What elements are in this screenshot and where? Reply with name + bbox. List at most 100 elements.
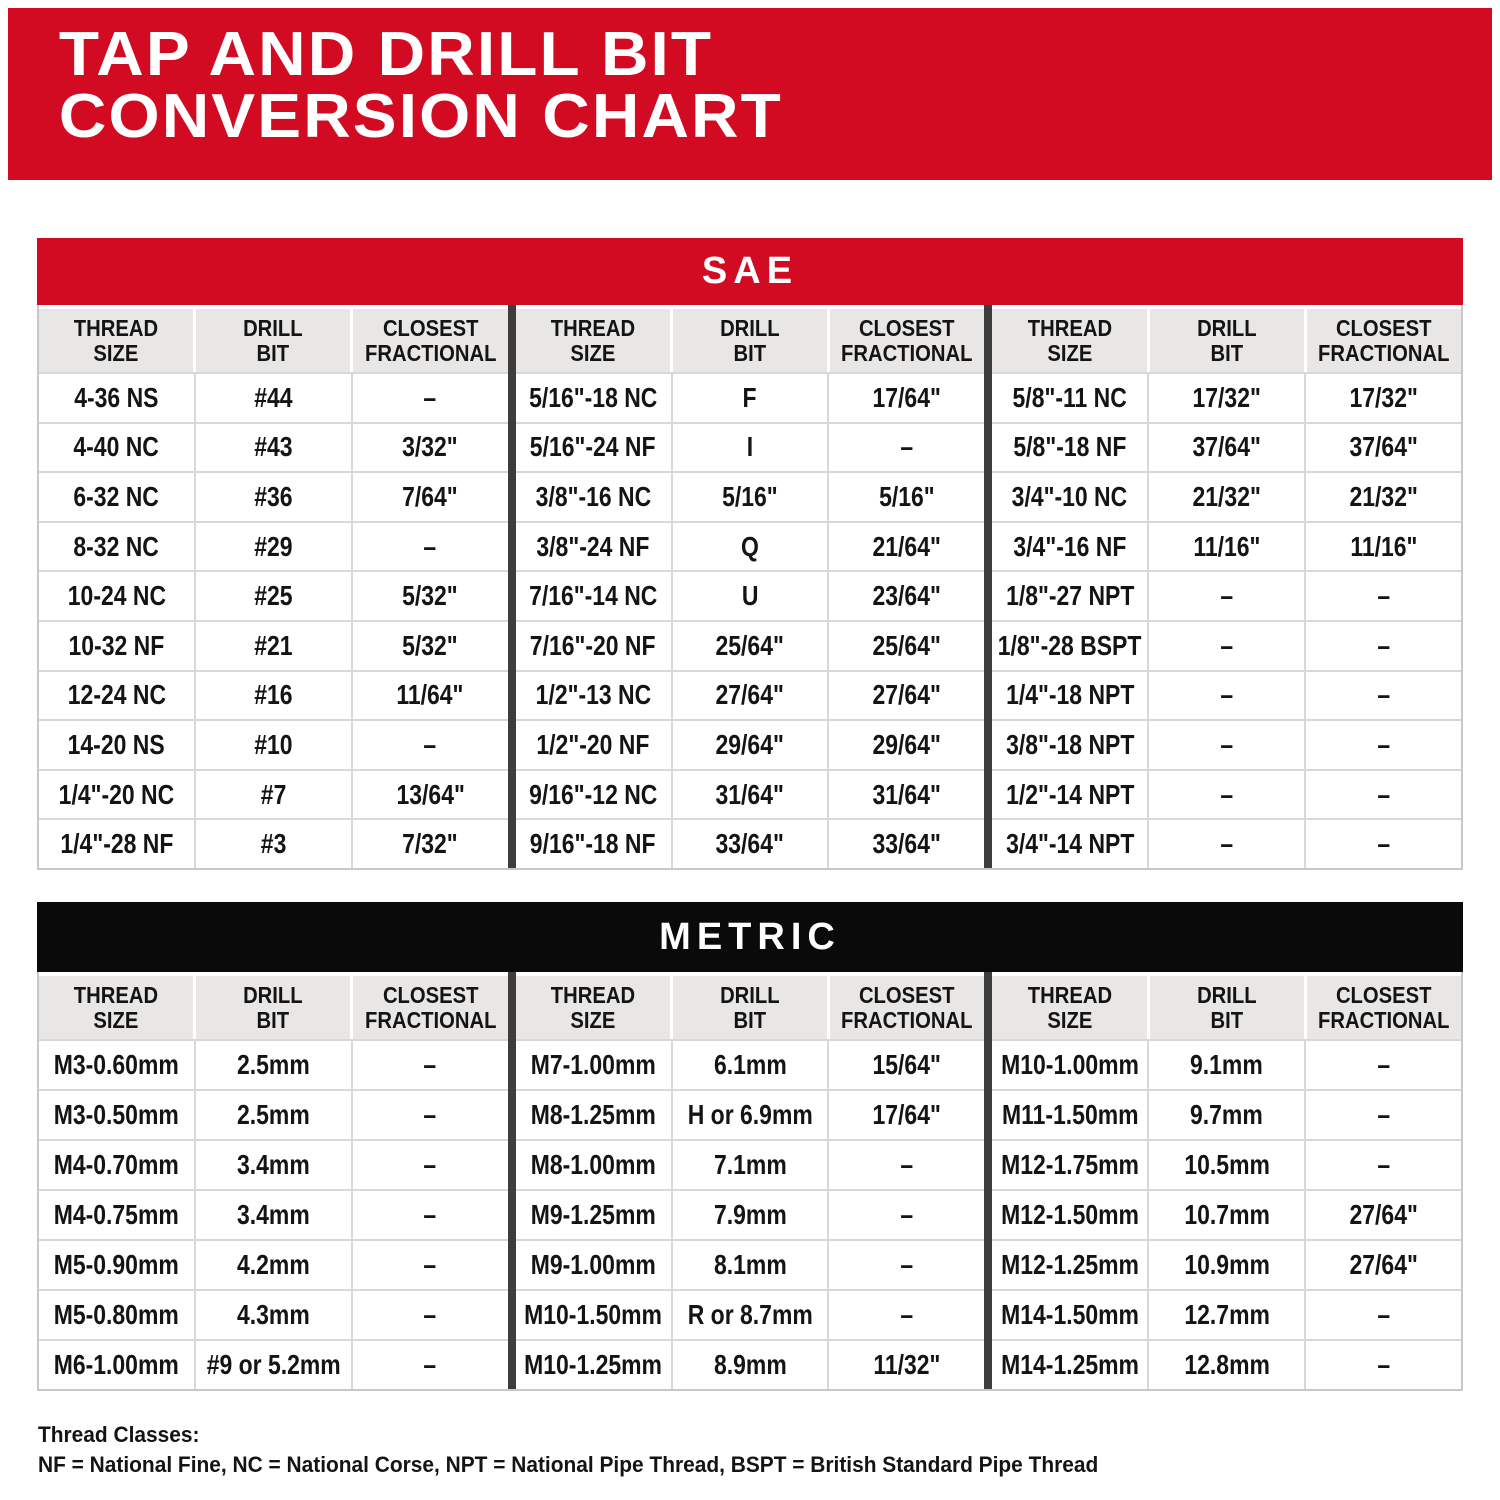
column-group: THREAD SIZE DRILL BIT CLOSEST FRACTIONAL M3-0.… xyxy=(39,972,508,1389)
group-divider xyxy=(984,305,993,868)
column-header-line-2: SIZE xyxy=(1046,339,1092,366)
table-cell-value: M10-1.50mm xyxy=(524,1299,663,1330)
column-header-label: DRILL BIT xyxy=(1197,315,1257,366)
table-cell-value: 10.7mm xyxy=(1183,1199,1270,1230)
table-cell: 2.5mm xyxy=(196,1041,353,1089)
table-cell: 7.1mm xyxy=(673,1141,830,1189)
column-header-line-1: THREAD xyxy=(550,314,635,341)
table-cell: – xyxy=(1306,771,1461,819)
column-header-line-1: DRILL xyxy=(720,314,780,341)
table-cell: U xyxy=(673,572,830,620)
table-cell: 21/32" xyxy=(1149,473,1307,521)
table-cell-value: – xyxy=(423,1249,437,1280)
table-cell: M6-1.00mm xyxy=(39,1341,196,1389)
table-cell-value: 21/32" xyxy=(1192,480,1261,512)
group-divider xyxy=(507,972,516,1389)
table-row: M3-0.50mm 2.5mm – xyxy=(39,1089,508,1139)
table-row: 3/4"-10 NC 21/32" 21/32" xyxy=(992,471,1462,521)
table-cell-value: M3-0.60mm xyxy=(53,1049,179,1080)
table-cell-value: – xyxy=(1220,629,1234,661)
column-header-line-2: FRACTIONAL xyxy=(1318,1006,1450,1033)
table-cell: 5/32" xyxy=(353,572,508,620)
table-cell: – xyxy=(353,1291,508,1339)
table-cell: – xyxy=(353,1141,508,1189)
table-cell-value: 17/32" xyxy=(1349,381,1418,413)
table-cell-value: 23/64" xyxy=(872,580,942,612)
table-row: 8-32 NC #29 – xyxy=(39,520,508,571)
table-row: M7-1.00mm 6.1mm 15/64" xyxy=(515,1039,985,1089)
table-cell-value: 1/4"-28 NF xyxy=(59,828,173,860)
page-title-line-2: CONVERSION CHART xyxy=(58,82,783,151)
table-cell: 6.1mm xyxy=(673,1041,830,1089)
table-cell-value: 9/16"-18 NF xyxy=(530,828,656,860)
column-header-label: DRILL BIT xyxy=(244,315,304,366)
table-cell: M12-1.75mm xyxy=(992,1141,1150,1189)
table-cell-value: 7/32" xyxy=(402,828,459,860)
table-cell: 9.1mm xyxy=(1149,1041,1307,1089)
table-cell: 1/8"-27 NPT xyxy=(992,572,1150,620)
table-cell-value: 1/2"-20 NF xyxy=(536,728,650,760)
table-row: 1/8"-27 NPT – – xyxy=(992,570,1462,620)
table-cell-value: 3.4mm xyxy=(236,1149,310,1180)
table-cell-value: 5/8"-11 NC xyxy=(1012,381,1127,413)
table-cell: 25/64" xyxy=(673,621,830,670)
table-cell-value: – xyxy=(423,1299,437,1330)
table-cell-value: 7.1mm xyxy=(713,1149,787,1180)
table-cell: 5/16"-24 NF xyxy=(516,423,673,472)
table-cell-value: – xyxy=(423,1349,437,1380)
table-cell: M14-1.50mm xyxy=(992,1291,1150,1339)
column-header-line-2: BIT xyxy=(257,1006,290,1033)
table-cell: 17/64" xyxy=(829,1091,984,1139)
table-row: M9-1.00mm 8.1mm – xyxy=(515,1239,985,1289)
table-cell-value: – xyxy=(1220,728,1234,760)
table-cell: 4.2mm xyxy=(196,1241,353,1289)
table-cell: 25/64" xyxy=(829,622,984,670)
column-header: CLOSEST FRACTIONAL xyxy=(1306,976,1461,1039)
table-cell-value: – xyxy=(1377,629,1390,661)
table-cell: 37/64" xyxy=(1149,423,1307,472)
table-row: M14-1.50mm 12.7mm – xyxy=(992,1289,1462,1339)
table-cell-value: 5/16"-24 NF xyxy=(530,431,656,463)
table-cell-value: M5-0.80mm xyxy=(53,1299,179,1330)
header-row: THREAD SIZE DRILL BIT CLOSEST FRACTIONAL xyxy=(515,976,985,1039)
table-row: M10-1.00mm 9.1mm – xyxy=(992,1039,1462,1089)
table-cell-value: 4-40 NC xyxy=(73,431,160,463)
table-cell: 3/4"-16 NF xyxy=(992,522,1150,571)
table-cell-value: 17/64" xyxy=(872,381,942,413)
table-cell: M4-0.70mm xyxy=(39,1141,196,1189)
table-cell-value: 12.8mm xyxy=(1183,1349,1270,1380)
table-cell-value: M4-0.75mm xyxy=(53,1199,179,1230)
table-cell-value: – xyxy=(1220,580,1234,612)
table-cell-value: 21/32" xyxy=(1349,480,1418,512)
table-cell: M3-0.50mm xyxy=(39,1091,196,1139)
table-cell: M3-0.60mm xyxy=(39,1041,196,1089)
table-cell: – xyxy=(829,1241,984,1289)
sae-table: SAE THREAD SIZE DRILL BIT CLOSEST FRACTIONAL 4… xyxy=(37,238,1463,870)
table-cell-value: M5-0.90mm xyxy=(53,1249,179,1280)
table-cell: – xyxy=(1149,721,1307,769)
table-row: 1/2"-13 NC 27/64" 27/64" xyxy=(515,669,985,720)
column-header: CLOSEST FRACTIONAL xyxy=(353,976,508,1039)
column-group: THREAD SIZE DRILL BIT CLOSEST FRACTIONAL M7-1.… xyxy=(515,972,985,1389)
column-header-label: THREAD SIZE xyxy=(1027,982,1111,1033)
table-row: 5/16"-18 NC F 17/64" xyxy=(515,372,985,422)
table-cell: #44 xyxy=(196,374,353,422)
table-cell-value: 27/64" xyxy=(1349,1249,1418,1280)
table-cell-value: 1/2"-14 NPT xyxy=(1005,778,1134,810)
table-cell: 3/8"-18 NPT xyxy=(992,721,1150,769)
table-cell-value: 9.7mm xyxy=(1190,1099,1264,1130)
table-cell-value: 10.5mm xyxy=(1183,1149,1270,1180)
table-cell-value: – xyxy=(1377,828,1390,860)
column-header-label: DRILL BIT xyxy=(1197,982,1257,1033)
sae-grid: THREAD SIZE DRILL BIT CLOSEST FRACTIONAL 4-36 … xyxy=(37,305,1463,870)
table-cell-value: – xyxy=(900,1199,914,1230)
column-header-label: THREAD SIZE xyxy=(74,315,158,366)
column-header: DRILL BIT xyxy=(196,309,351,372)
column-header: CLOSEST FRACTIONAL xyxy=(1306,309,1461,372)
table-cell-value: 2.5mm xyxy=(236,1049,310,1080)
table-cell-value: 1/4"-20 NC xyxy=(58,778,175,810)
table-cell: 27/64" xyxy=(1306,1191,1461,1239)
table-cell-value: – xyxy=(423,1149,437,1180)
table-cell-value: M9-1.25mm xyxy=(530,1199,656,1230)
table-row: M8-1.00mm 7.1mm – xyxy=(515,1139,985,1189)
